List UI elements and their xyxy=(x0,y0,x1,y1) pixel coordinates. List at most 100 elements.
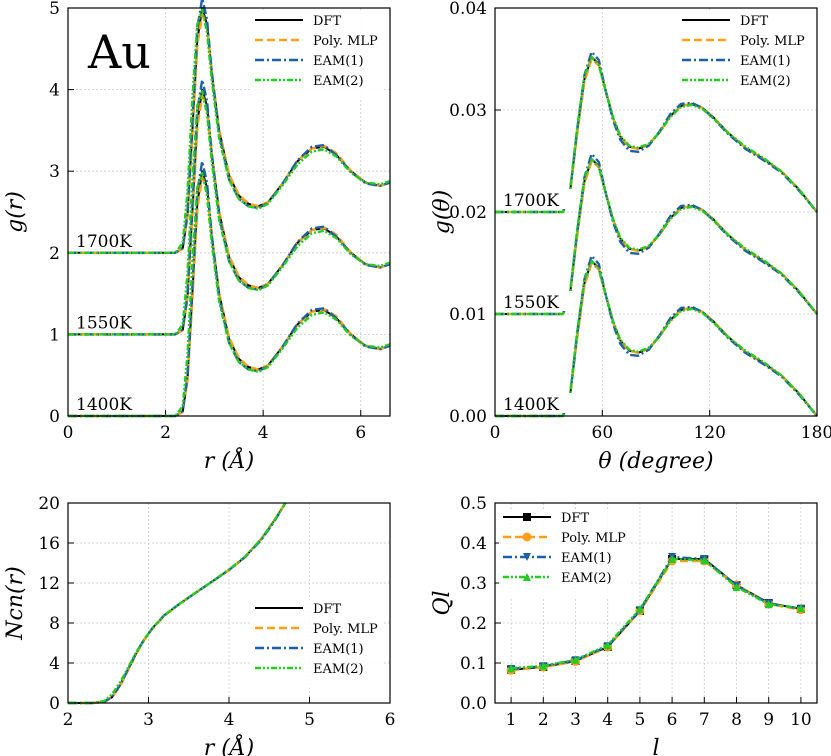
plot-frame xyxy=(494,7,818,417)
temperature-label: 1550K xyxy=(76,313,132,333)
y-tick-label: 0.2 xyxy=(460,614,487,634)
data-point xyxy=(668,555,677,563)
x-tick-label: 9 xyxy=(763,710,774,730)
series-line-eam-2- xyxy=(511,557,802,670)
y-tick-label: 2 xyxy=(49,244,60,264)
legend-label: EAM(2) xyxy=(313,74,364,89)
legend-label: Poly. MLP xyxy=(740,34,805,49)
x-tick-label: 2 xyxy=(538,710,549,730)
y-tick-label: 4 xyxy=(49,654,60,674)
plot-frame xyxy=(67,502,391,704)
x-tick-label: 3 xyxy=(570,710,581,730)
series-line-eam-2- xyxy=(495,259,818,418)
y-tick-label: 0.1 xyxy=(460,654,487,674)
series-line-poly-mlp xyxy=(68,94,391,336)
x-tick-label: 60 xyxy=(592,423,614,443)
series-line-eam-2- xyxy=(495,55,818,214)
element-label: Au xyxy=(87,25,151,79)
x-axis-label: l xyxy=(652,736,659,756)
annotation-bg xyxy=(72,311,150,332)
data-point xyxy=(796,604,805,613)
series-line-eam-1- xyxy=(68,0,391,255)
x-tick-label: 0 xyxy=(490,423,501,443)
plot-frame xyxy=(494,502,818,704)
legend-label: EAM(1) xyxy=(561,551,612,566)
y-axis-label: Ql xyxy=(430,590,455,615)
x-tick-label: 10 xyxy=(790,710,812,730)
x-axis-label: θ (degree) xyxy=(598,449,713,474)
legend-label: EAM(2) xyxy=(561,571,612,586)
y-tick-label: 20 xyxy=(38,494,60,514)
temperature-label: 1700K xyxy=(503,191,559,211)
annotation-bg xyxy=(499,189,577,209)
data-point xyxy=(732,583,741,591)
data-point xyxy=(603,641,612,649)
y-tick-label: 0 xyxy=(49,407,60,427)
legend-box xyxy=(678,12,810,100)
legend-label: DFT xyxy=(313,602,341,617)
legend-marker xyxy=(523,513,531,521)
legend: DFT Poly. MLP EAM(1) EAM(2) xyxy=(678,12,810,100)
y-axis-label: Ncn(r) xyxy=(3,566,28,640)
data-point xyxy=(764,600,773,609)
y-tick-label: 4 xyxy=(49,81,60,101)
legend-label: EAM(1) xyxy=(740,54,791,69)
y-tick-label: 8 xyxy=(49,614,60,634)
x-tick-label: 120 xyxy=(693,423,725,443)
series-line-eam-1- xyxy=(495,254,818,418)
legend-box xyxy=(499,509,631,597)
annotation-bg xyxy=(72,229,150,250)
legend: DFT Poly. MLP EAM(1) EAM(2) xyxy=(499,509,631,597)
chart-adf: 0 60 120 180 0.00 0.01 0.02 0.03 0.04 1400K 1550K 1… xyxy=(430,0,831,474)
y-tick-label: 0.01 xyxy=(449,305,487,325)
data-point xyxy=(507,664,516,673)
temperature-label: 1700K xyxy=(76,232,132,252)
annotation-bg xyxy=(499,291,577,311)
temperature-label: 1550K xyxy=(503,293,559,313)
y-axis-label: g(r) xyxy=(3,191,28,233)
legend-label: Poly. MLP xyxy=(313,34,378,49)
y-tick-label: 0 xyxy=(49,694,60,714)
legend-marker xyxy=(523,553,531,561)
temperature-label: 1400K xyxy=(76,395,132,415)
legend-box xyxy=(251,600,383,688)
series-line-dft xyxy=(68,88,391,336)
annotation-bg xyxy=(72,393,150,413)
legend: DFT Poly. MLP EAM(1) EAM(2) xyxy=(251,600,383,688)
x-axis-label: r (Å) xyxy=(204,733,255,756)
y-tick-label: 16 xyxy=(38,534,60,554)
y-axis-label: g(θ) xyxy=(430,190,455,235)
series-line-poly-mlp xyxy=(68,176,391,418)
legend-marker xyxy=(522,532,532,542)
data-point xyxy=(700,556,709,565)
x-tick-label: 4 xyxy=(258,423,269,443)
series-line-eam-2- xyxy=(68,171,391,418)
temperature-label: 1400K xyxy=(503,395,559,415)
y-tick-label: 5 xyxy=(49,0,60,19)
series-line-eam-1- xyxy=(68,78,391,336)
series-line-eam-2- xyxy=(68,8,391,255)
y-tick-label: 12 xyxy=(38,574,60,594)
y-tick-label: 0.3 xyxy=(460,574,487,594)
x-tick-label: 2 xyxy=(160,423,171,443)
series-line-eam-1- xyxy=(68,160,391,418)
legend-label: EAM(1) xyxy=(313,54,364,69)
x-tick-label: 5 xyxy=(304,710,315,730)
chart-ncn: 2 3 4 5 6 0 4 8 12 16 20 r (Å) Ncn(r) DFT Poly. MLP EAM… xyxy=(3,494,395,756)
y-tick-label: 0.04 xyxy=(449,0,487,19)
legend-label: Poly. MLP xyxy=(313,622,378,637)
data-point xyxy=(635,605,644,613)
chart-rdf: 0 2 4 6 0 1 2 3 4 5 1400K 1550K 1700K Au r (Å) g(r) DFT P… xyxy=(3,0,391,474)
y-tick-label: 0.02 xyxy=(449,203,487,223)
y-tick-label: 0.03 xyxy=(449,101,487,121)
series-line-eam-2- xyxy=(68,502,287,705)
data-point xyxy=(571,655,580,664)
x-tick-label: 1 xyxy=(506,710,517,730)
legend-box xyxy=(251,12,383,100)
series-line-eam-1- xyxy=(495,152,818,316)
series-line-poly-mlp xyxy=(510,559,802,672)
x-tick-label: 3 xyxy=(143,710,154,730)
y-tick-label: 0.4 xyxy=(460,534,487,554)
legend-label: EAM(2) xyxy=(740,74,791,89)
